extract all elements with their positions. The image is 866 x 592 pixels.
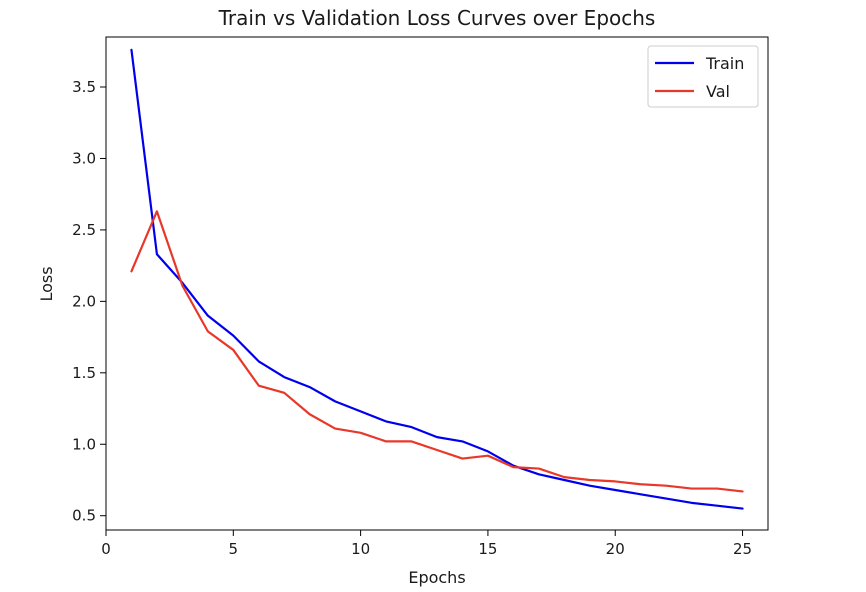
y-axis-label: Loss [37, 266, 56, 301]
x-tick-label-0: 0 [101, 540, 111, 558]
x-tick-label-2: 10 [351, 540, 370, 558]
y-tick-label-4: 2.5 [72, 221, 96, 239]
plot-area-frame [105, 36, 769, 531]
series-line-train [130, 48, 744, 510]
series-layer [130, 48, 744, 510]
series-line-val [130, 210, 744, 493]
y-axis-ticks: 0.5 1.0 1.5 2.0 2.5 3.0 3.5 [72, 78, 106, 525]
chart-title: Train vs Validation Loss Curves over Epo… [218, 6, 656, 30]
x-tick-label-4: 20 [606, 540, 625, 558]
y-tick-label-0: 0.5 [72, 507, 96, 525]
x-axis-ticks: 0 5 10 15 20 25 [101, 530, 752, 558]
x-tick-label-5: 25 [733, 540, 752, 558]
x-tick-label-1: 5 [229, 540, 239, 558]
x-axis-label: Epochs [408, 568, 465, 587]
legend-label-val: Val [706, 82, 730, 101]
legend: Train Val [647, 45, 759, 108]
y-tick-label-1: 1.0 [72, 435, 96, 453]
y-tick-label-6: 3.5 [72, 78, 96, 96]
y-tick-label-3: 2.0 [72, 292, 96, 310]
y-tick-label-2: 1.5 [72, 364, 96, 382]
x-tick-label-3: 15 [478, 540, 497, 558]
y-tick-label-5: 3.0 [72, 149, 96, 167]
legend-label-train: Train [705, 54, 744, 73]
